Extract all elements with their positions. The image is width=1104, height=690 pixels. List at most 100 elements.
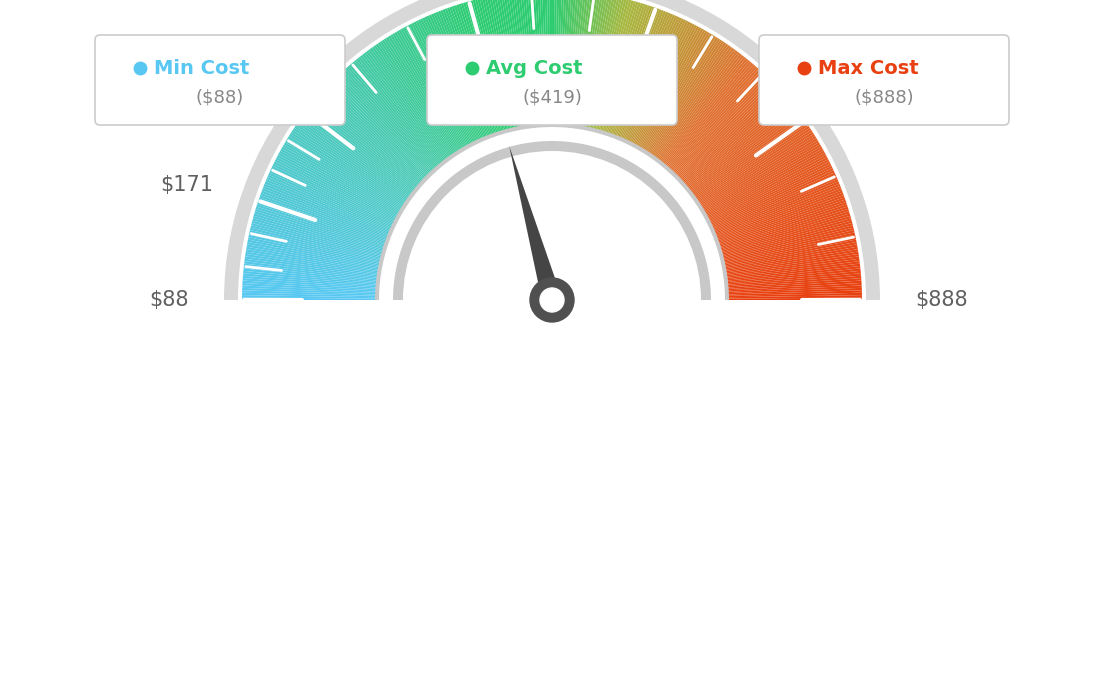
Wedge shape [297, 121, 408, 201]
Wedge shape [583, 0, 611, 128]
Wedge shape [449, 7, 496, 135]
Wedge shape [300, 118, 411, 198]
Wedge shape [622, 15, 678, 140]
Wedge shape [710, 168, 834, 227]
Wedge shape [329, 83, 427, 178]
Wedge shape [386, 37, 459, 152]
Wedge shape [245, 254, 379, 275]
Wedge shape [725, 259, 860, 278]
Polygon shape [509, 146, 562, 319]
Text: Avg Cost: Avg Cost [486, 59, 583, 77]
Wedge shape [238, 0, 866, 300]
Wedge shape [670, 70, 763, 172]
Wedge shape [726, 271, 861, 285]
Wedge shape [647, 39, 722, 154]
Wedge shape [497, 0, 522, 128]
FancyBboxPatch shape [95, 35, 344, 125]
Wedge shape [242, 297, 376, 300]
Wedge shape [693, 118, 804, 198]
Wedge shape [424, 17, 481, 141]
Wedge shape [705, 150, 825, 217]
Wedge shape [267, 175, 392, 230]
Wedge shape [374, 45, 453, 157]
Wedge shape [724, 249, 858, 273]
Wedge shape [466, 1, 505, 132]
Wedge shape [506, 0, 528, 127]
Wedge shape [635, 27, 701, 147]
Wedge shape [651, 45, 730, 157]
Wedge shape [493, 0, 521, 128]
Wedge shape [722, 223, 853, 258]
Wedge shape [413, 21, 475, 144]
Wedge shape [623, 17, 680, 141]
Wedge shape [715, 190, 842, 239]
Wedge shape [703, 144, 821, 213]
Wedge shape [701, 138, 818, 210]
Wedge shape [726, 283, 861, 292]
Wedge shape [248, 235, 381, 264]
Wedge shape [719, 204, 848, 247]
Wedge shape [696, 121, 807, 201]
Wedge shape [422, 17, 480, 141]
Wedge shape [443, 9, 491, 137]
Wedge shape [340, 72, 433, 172]
Wedge shape [460, 3, 502, 132]
Wedge shape [417, 19, 478, 142]
Wedge shape [678, 84, 776, 179]
Wedge shape [726, 268, 861, 284]
Wedge shape [456, 4, 499, 134]
Wedge shape [649, 42, 726, 155]
Wedge shape [613, 9, 661, 137]
Text: $731: $731 [845, 83, 898, 103]
Wedge shape [321, 91, 423, 184]
Wedge shape [696, 124, 808, 201]
Wedge shape [278, 152, 397, 218]
Wedge shape [686, 99, 789, 188]
Wedge shape [680, 88, 779, 181]
Wedge shape [722, 230, 854, 262]
Wedge shape [326, 86, 425, 180]
Wedge shape [295, 126, 407, 203]
Wedge shape [607, 6, 652, 135]
Wedge shape [243, 278, 378, 289]
Wedge shape [540, 0, 546, 125]
Wedge shape [718, 197, 846, 244]
Wedge shape [280, 148, 400, 216]
Wedge shape [256, 206, 385, 248]
Circle shape [530, 278, 574, 322]
Wedge shape [698, 128, 811, 204]
Wedge shape [308, 106, 415, 192]
Wedge shape [694, 120, 806, 199]
Wedge shape [570, 0, 586, 126]
Wedge shape [718, 199, 846, 245]
Wedge shape [614, 10, 664, 137]
Wedge shape [337, 76, 432, 175]
Wedge shape [693, 116, 803, 197]
Wedge shape [573, 0, 591, 126]
Wedge shape [624, 17, 682, 141]
Wedge shape [564, 0, 576, 126]
Wedge shape [671, 72, 764, 172]
Wedge shape [684, 97, 788, 186]
Wedge shape [641, 33, 712, 150]
Wedge shape [615, 11, 666, 137]
Wedge shape [468, 1, 506, 132]
Wedge shape [690, 110, 798, 194]
Wedge shape [279, 150, 399, 217]
Wedge shape [301, 116, 411, 197]
Wedge shape [725, 252, 859, 274]
Wedge shape [372, 46, 452, 157]
Wedge shape [711, 170, 835, 228]
Wedge shape [691, 112, 800, 195]
Wedge shape [319, 93, 422, 184]
Wedge shape [723, 239, 857, 267]
Wedge shape [667, 66, 757, 169]
Wedge shape [242, 288, 378, 295]
Wedge shape [726, 278, 861, 289]
Wedge shape [689, 108, 797, 193]
Wedge shape [591, 0, 622, 130]
Wedge shape [688, 104, 794, 190]
Wedge shape [631, 23, 694, 145]
Wedge shape [436, 12, 488, 138]
Wedge shape [440, 10, 490, 137]
